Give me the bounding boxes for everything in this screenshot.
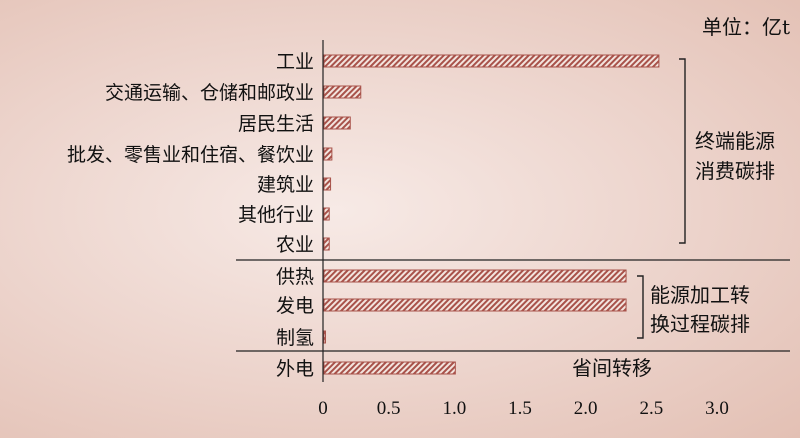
bar-11	[323, 361, 456, 375]
x-tick-label-6: 2.5	[639, 398, 663, 419]
category-label-7: 农业	[276, 234, 314, 256]
x-tick-label-4: 1.5	[508, 398, 532, 419]
category-label-4: 批发、零售业和住宿、餐饮业	[67, 144, 314, 166]
group-label-2-line-2: 换过程碳排	[650, 312, 750, 336]
x-tick-label-1: 0	[318, 398, 328, 419]
category-label-9: 发电	[276, 295, 314, 317]
bar-2	[323, 85, 362, 99]
x-tick-label-5: 2.0	[574, 398, 598, 419]
bar-9	[323, 298, 627, 312]
bar-6	[323, 207, 330, 221]
category-labels-layer: 工业交通运输、仓储和邮政业居民生活批发、零售业和住宿、餐饮业建筑业其他行业农业供…	[67, 51, 314, 380]
group-bracket-2	[637, 275, 644, 339]
category-label-11: 外电	[276, 358, 314, 380]
bar-4	[323, 147, 333, 161]
x-tick-label-7: 3.0	[705, 398, 729, 419]
unit-label: 单位：亿t	[702, 15, 790, 39]
bar-10	[323, 330, 326, 344]
bar-8	[323, 269, 627, 283]
group-bracket-1	[679, 58, 686, 244]
category-label-6: 其他行业	[238, 204, 314, 226]
bars-layer	[323, 54, 660, 375]
bar-7	[323, 237, 330, 251]
category-label-10: 制氢	[276, 327, 314, 349]
x-tick-label-3: 1.0	[442, 398, 466, 419]
axis-layer: 0 0.5 1.0 1.5 2.0 2.5 3.0	[236, 40, 790, 419]
category-label-3: 居民生活	[238, 113, 314, 135]
group-label-1-line-2: 消费碳排	[695, 159, 775, 183]
category-label-2: 交通运输、仓储和邮政业	[105, 82, 314, 104]
group-label-2-line-1: 能源加工转	[650, 283, 750, 307]
bar-5	[323, 177, 332, 191]
group-label-1-line-1: 终端能源	[695, 129, 775, 153]
category-label-8: 供热	[276, 266, 314, 288]
group-label-3-line-1: 省间转移	[572, 356, 652, 380]
bar-3	[323, 116, 351, 130]
category-label-1: 工业	[276, 51, 314, 73]
bar-1	[323, 54, 660, 68]
category-label-5: 建筑业	[257, 174, 314, 196]
x-tick-label-2: 0.5	[377, 398, 401, 419]
